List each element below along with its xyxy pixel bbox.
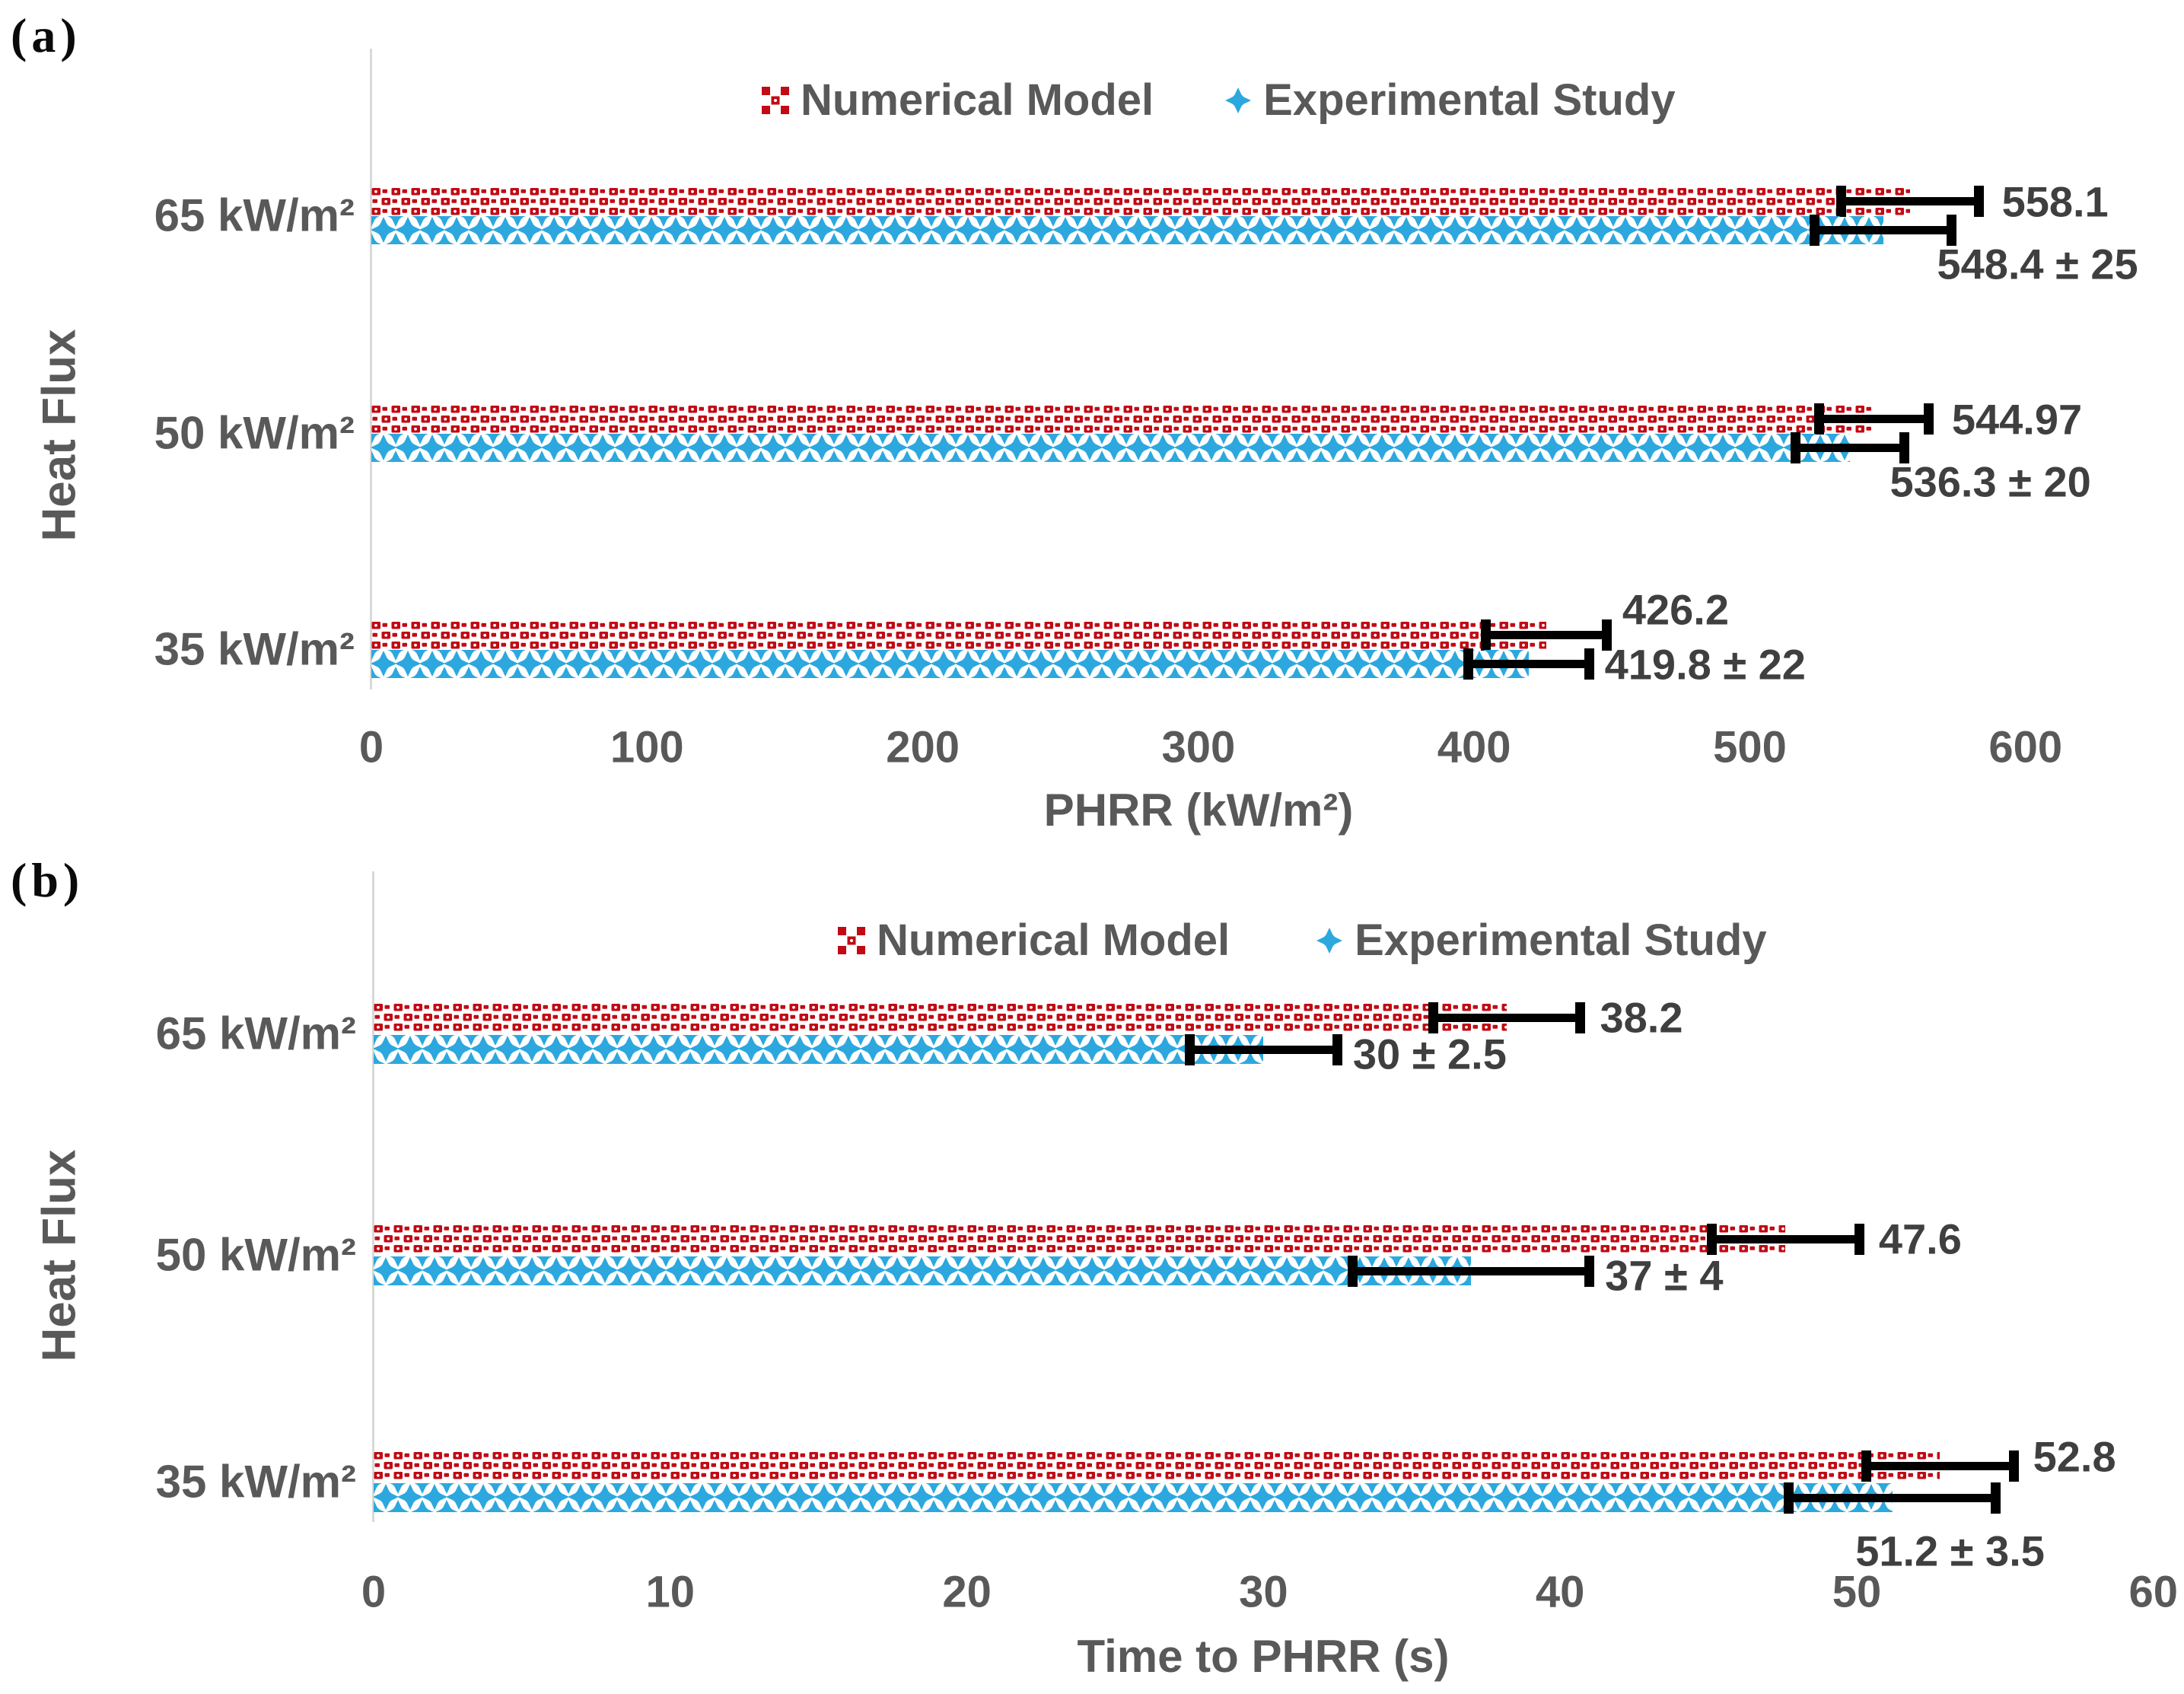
legend-a-label-numerical: Numerical Model: [801, 75, 1154, 125]
legend-b-label-numerical: Numerical Model: [877, 915, 1230, 965]
bar-experimental-b-2: [374, 1483, 1893, 1512]
x-axis-title-a: PHRR (kW/m²): [1043, 785, 1354, 836]
value-label-numerical-b-2: 52.8: [2033, 1432, 2116, 1481]
x-tick-label-a-600: 600: [1988, 722, 2063, 772]
legend-b-item-numerical: Numerical Model: [837, 915, 1230, 966]
x-tick-label-a-200: 200: [886, 722, 960, 772]
bar-numerical-b-2: [374, 1451, 1940, 1480]
x-tick-label-b-20: 20: [942, 1567, 992, 1617]
x-axis-title-b: Time to PHRR (s): [1077, 1631, 1450, 1682]
category-label-b-2: 35 kW/m²: [155, 1456, 356, 1508]
y-axis-line-a: [370, 49, 372, 689]
value-label-experimental-b-0: 30 ± 2.5: [1352, 1030, 1507, 1078]
error-bar-experimental-b-2: [1784, 1482, 2001, 1514]
y-axis-line-b: [372, 871, 374, 1522]
error-bar-numerical-b-0: [1428, 1001, 1586, 1033]
legend-a: Numerical Model Experimental Study: [761, 75, 1676, 126]
legend-a-item-experimental: Experimental Study: [1224, 75, 1676, 126]
x-tick-label-b-30: 30: [1239, 1567, 1288, 1617]
legend-a-label-experimental: Experimental Study: [1263, 75, 1676, 125]
category-label-a-2: 35 kW/m²: [154, 623, 355, 675]
value-label-numerical-b-1: 47.6: [1878, 1215, 1962, 1263]
bar-experimental-b-0: [374, 1035, 1263, 1064]
legend-a-item-numerical: Numerical Model: [761, 75, 1154, 126]
x-tick-label-a-400: 400: [1437, 722, 1511, 772]
error-bar-experimental-b-0: [1184, 1033, 1342, 1065]
category-label-a-0: 65 kW/m²: [154, 189, 355, 241]
x-tick-label-b-60: 60: [2128, 1567, 2179, 1617]
bar-experimental-b-1: [374, 1256, 1471, 1285]
value-label-numerical-a-2: 426.2: [1622, 585, 1729, 633]
blue-diamond-legend-icon: [1316, 927, 1343, 954]
x-tick-label-b-50: 50: [1832, 1567, 1882, 1617]
panel-b-letter: (b): [11, 853, 84, 907]
bar-experimental-a-0: [371, 216, 1883, 244]
legend-b: Numerical Model Experimental Study: [837, 915, 1767, 966]
error-bar-numerical-a-0: [1836, 186, 1984, 217]
value-label-experimental-b-2: 51.2 ± 3.5: [1855, 1527, 2045, 1575]
panel-a-letter: (a): [11, 8, 81, 62]
x-tick-label-a-100: 100: [610, 722, 684, 772]
bar-experimental-a-2: [371, 650, 1529, 678]
bar-numerical-a-1: [371, 405, 1874, 433]
red-checker-legend-icon: [762, 86, 789, 114]
value-label-numerical-a-1: 544.97: [1951, 395, 2083, 443]
bar-numerical-a-2: [371, 621, 1546, 649]
bar-numerical-b-1: [374, 1224, 1785, 1253]
category-label-b-1: 50 kW/m²: [155, 1229, 356, 1281]
category-label-a-1: 50 kW/m²: [154, 407, 355, 459]
x-tick-label-a-0: 0: [358, 722, 384, 772]
bar-experimental-a-1: [371, 434, 1850, 462]
error-bar-experimental-a-0: [1810, 215, 1957, 246]
category-label-b-0: 65 kW/m²: [155, 1008, 356, 1059]
value-label-experimental-a-0: 548.4 ± 25: [1937, 240, 2138, 288]
error-bar-numerical-a-1: [1813, 403, 1934, 435]
legend-b-label-experimental: Experimental Study: [1355, 915, 1767, 965]
legend-b-item-experimental: Experimental Study: [1315, 915, 1767, 966]
x-tick-label-b-40: 40: [1535, 1567, 1585, 1617]
red-checker-legend-icon: [838, 926, 865, 954]
value-label-experimental-a-2: 419.8 ± 22: [1604, 640, 1806, 688]
bar-numerical-b-0: [374, 1003, 1507, 1032]
x-tick-label-b-10: 10: [645, 1567, 696, 1617]
bar-numerical-a-0: [371, 187, 1910, 215]
x-tick-label-a-500: 500: [1713, 722, 1787, 772]
error-bar-experimental-a-2: [1463, 648, 1594, 680]
value-label-numerical-b-0: 38.2: [1600, 993, 1683, 1042]
value-label-experimental-a-1: 536.3 ± 20: [1890, 457, 2091, 505]
error-bar-numerical-a-2: [1481, 619, 1612, 651]
error-bar-numerical-b-2: [1861, 1450, 2019, 1482]
blue-diamond-legend-icon: [1225, 87, 1252, 113]
value-label-numerical-a-0: 558.1: [2001, 177, 2109, 225]
error-bar-experimental-b-1: [1348, 1255, 1595, 1287]
error-bar-numerical-b-1: [1706, 1223, 1864, 1255]
value-label-experimental-b-1: 37 ± 4: [1605, 1251, 1724, 1300]
error-bar-experimental-a-1: [1790, 432, 1910, 463]
x-tick-label-b-0: 0: [361, 1567, 387, 1617]
x-tick-label-a-300: 300: [1161, 722, 1236, 772]
